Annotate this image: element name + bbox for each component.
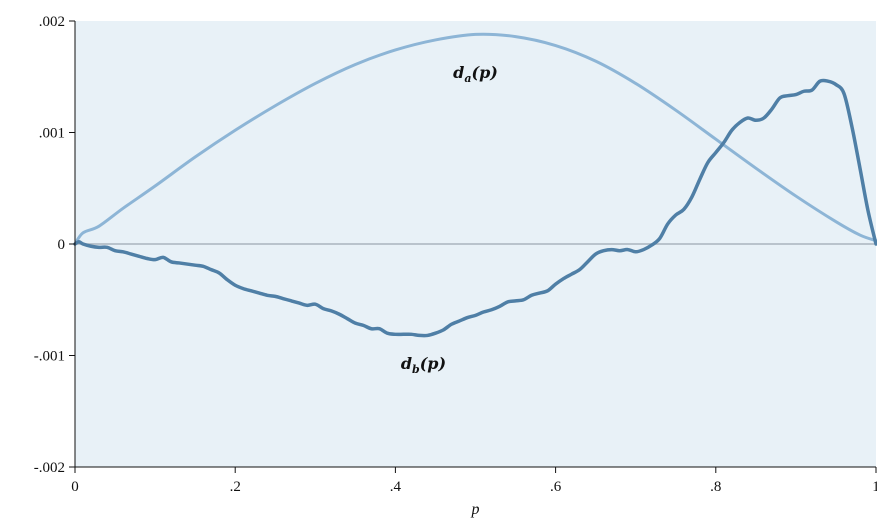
series-line-a: [73, 32, 877, 246]
y-tick-label: -.002: [34, 460, 65, 476]
series-label-a: da(p): [453, 63, 498, 85]
y-tick-label: .002: [39, 14, 65, 30]
y-tick-label: 0: [58, 237, 66, 253]
x-tick-label: 1: [872, 479, 877, 495]
series-layer: [73, 32, 877, 338]
x-tick-label: 0: [71, 479, 79, 495]
series-label-b: db(p): [401, 354, 446, 376]
series-line-b: [73, 78, 877, 338]
x-tick-label: .4: [390, 479, 402, 495]
x-tick-label: .6: [550, 479, 562, 495]
annotation-layer: da(p) db(p): [401, 63, 498, 376]
x-tick-label: .2: [230, 479, 241, 495]
y-tick-label: -.001: [34, 349, 65, 365]
y-tick-label: .001: [39, 126, 65, 142]
x-tick-label: .8: [710, 479, 721, 495]
x-axis-ticks: 0 .2 .4 .6 .8 1: [71, 467, 877, 495]
y-axis-ticks: .002 .001 0 -.001 -.002: [34, 14, 75, 476]
x-axis-title: p: [471, 501, 480, 518]
